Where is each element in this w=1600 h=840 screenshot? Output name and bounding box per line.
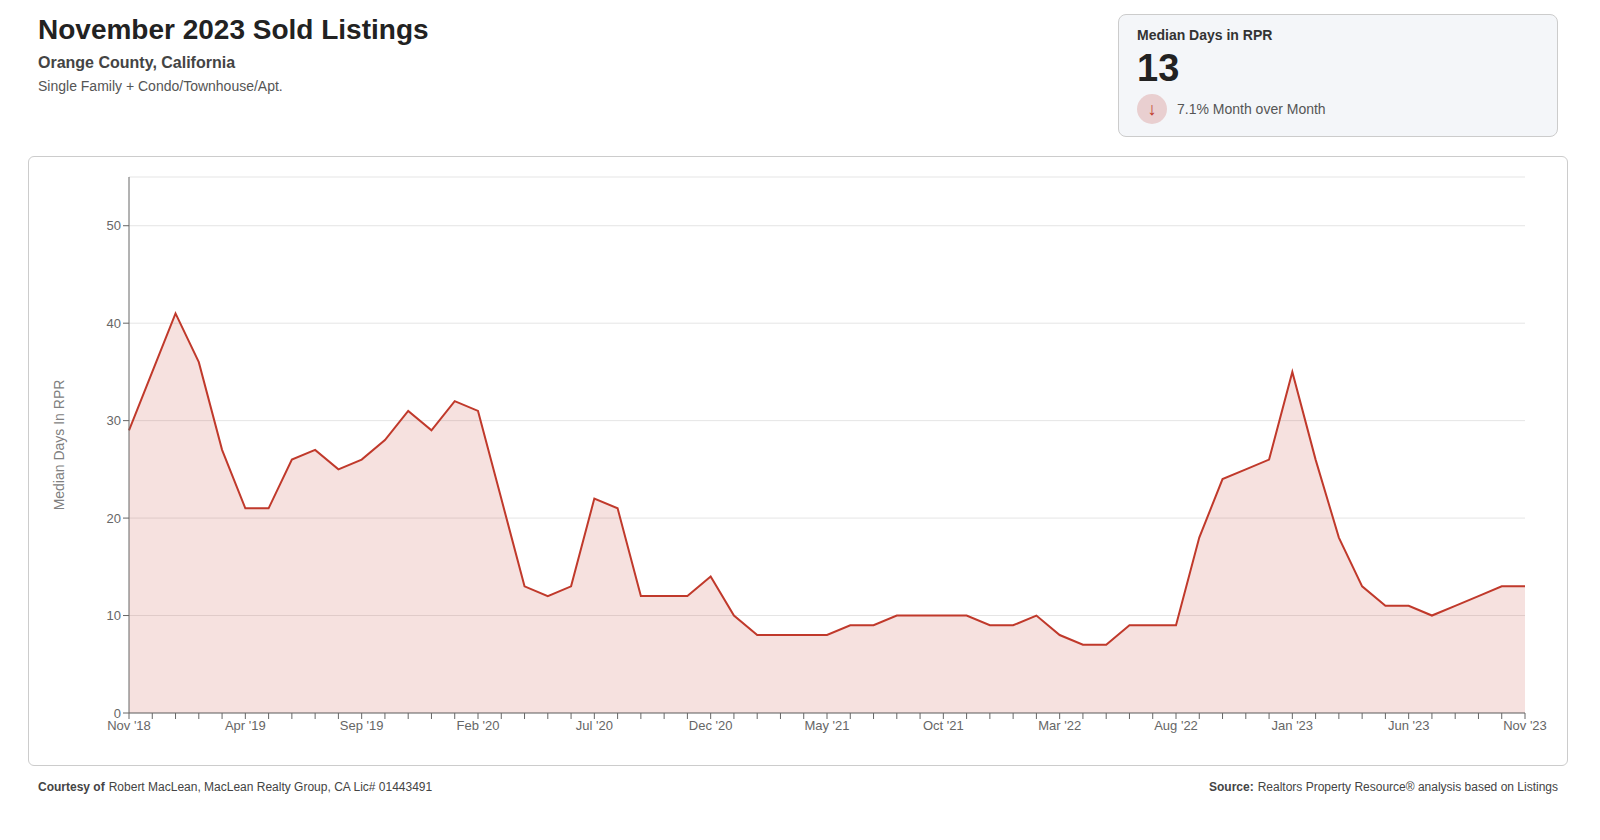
html-text:7.1% Month over Month: 7.1% Month over Month [1177,101,1326,117]
svg-text:10: 10 [107,608,121,623]
svg-text:Jul '20: Jul '20 [576,718,613,733]
svg-text:0: 0 [114,706,121,721]
svg-text:Oct '21: Oct '21 [923,718,964,733]
svg-text:Nov '23: Nov '23 [1503,718,1547,733]
html-text:Source: Realtors Property Reso: Source: Realtors Property Resource® anal… [1209,780,1558,794]
html-text:Courtesy of Robert MacLean, Ma: Courtesy of Robert MacLean, MacLean Real… [38,780,433,794]
html-text:Single Family + Condo/Townhous: Single Family + Condo/Townhouse/Apt. [38,78,283,94]
html-text:Median Days in RPR: Median Days in RPR [1137,27,1273,43]
svg-text:Apr '19: Apr '19 [225,718,266,733]
svg-text:20: 20 [107,511,121,526]
svg-text:40: 40 [107,316,121,331]
svg-text:Median Days In RPR: Median Days In RPR [51,380,67,511]
svg-text:Feb '20: Feb '20 [457,718,500,733]
svg-text:Jan '23: Jan '23 [1272,718,1314,733]
html-text:13: 13 [1137,47,1180,89]
svg-text:30: 30 [107,413,121,428]
svg-text:50: 50 [107,218,121,233]
svg-text:Nov '18: Nov '18 [107,718,151,734]
svg-text:Sep '19: Sep '19 [340,718,384,733]
svg-text:Mar '22: Mar '22 [1038,718,1081,733]
html-text:Orange County, California: Orange County, California [38,54,236,71]
svg-text:May '21: May '21 [804,718,849,733]
html-text:November 2023 Sold Listings: November 2023 Sold Listings [38,14,429,45]
svg-text:Aug '22: Aug '22 [1154,718,1198,733]
svg-text:Jun '23: Jun '23 [1388,718,1430,733]
svg-text:Dec '20: Dec '20 [689,718,733,733]
